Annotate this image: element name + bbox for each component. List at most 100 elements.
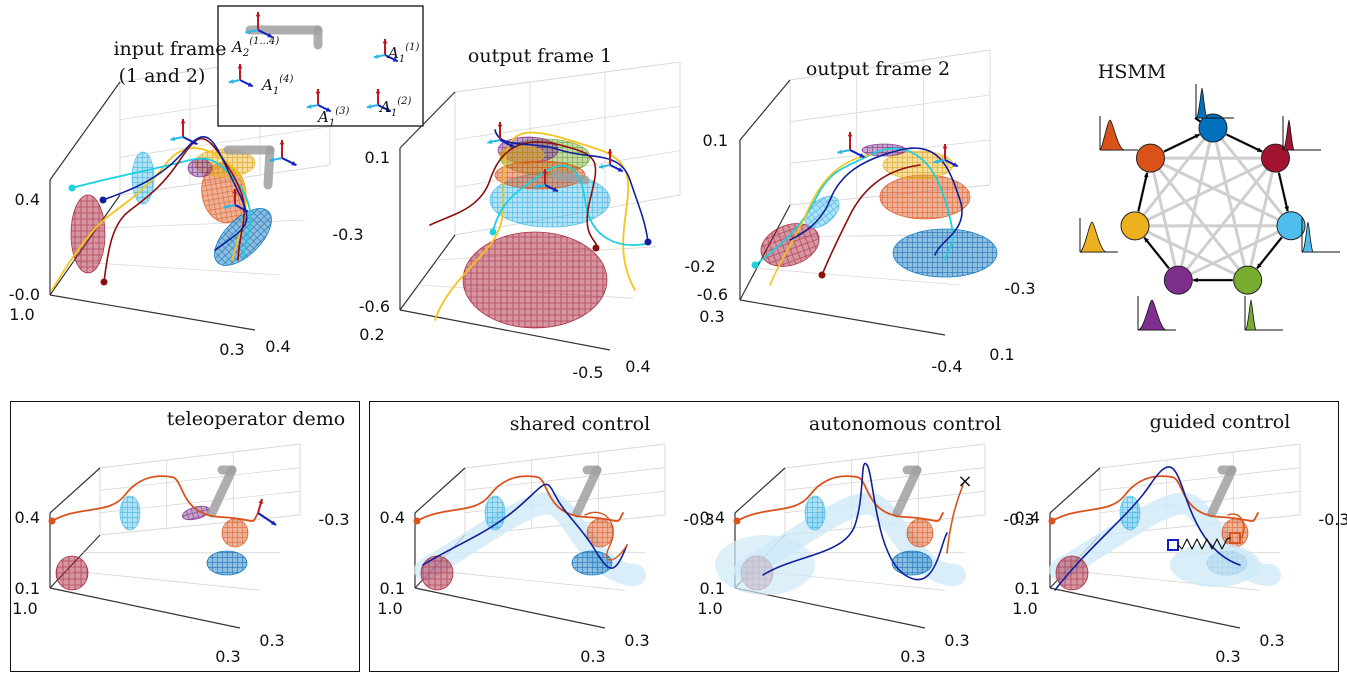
panel-autonomous-axes-axis <box>734 467 786 514</box>
input-gaussian-purple <box>187 158 213 178</box>
out2-frame-z-head <box>847 132 853 137</box>
panel-guided-axes-grid <box>1066 569 1261 591</box>
inset-frame-a1-3-z-head <box>315 89 321 94</box>
out2-axes-grid <box>756 267 961 286</box>
hsmm-duration-pdf <box>1137 299 1167 331</box>
out1-y-bottom: -0.2 <box>684 257 715 276</box>
panel-guided-obstacle <box>1207 465 1237 518</box>
input-title: input frame <box>113 38 226 60</box>
panel-teleop-y-right: 0.3 <box>259 631 284 650</box>
panel-autonomous-gaussian-orange <box>906 518 934 548</box>
input-gaussian-blue <box>214 208 272 266</box>
hsmm-state-node <box>1163 265 1193 295</box>
panel-teleop-axes-axis <box>49 587 241 629</box>
input-frame-x-head <box>242 207 248 212</box>
hsmm-duration-pdf <box>1282 119 1295 151</box>
inset-frame-a2-x-head <box>267 33 273 38</box>
hsmm-state-node <box>1135 143 1165 173</box>
panel-autonomous-axes-grid <box>784 467 986 491</box>
panel-guided-x-left: 1.0 <box>1012 599 1037 618</box>
out2-frame-x-head <box>859 153 865 158</box>
out1-dot <box>644 238 652 246</box>
out2-dot <box>751 261 759 269</box>
panel-autonomous-x-right: 0.3 <box>900 647 925 666</box>
out1-dot <box>592 244 600 252</box>
hsmm-transition <box>1177 157 1277 282</box>
input-start-darkred <box>100 278 108 286</box>
panel-autonomous-obstacle <box>892 465 922 518</box>
hsmm-arrow-head <box>1284 206 1290 212</box>
hsmm-state-node <box>1120 211 1150 241</box>
input-obstacle <box>263 145 275 190</box>
panel-shared-z-top: 0.4 <box>380 508 405 527</box>
panel-shared-axes-grid <box>464 467 666 491</box>
out2-frame-y-head <box>837 149 843 155</box>
inset-label: A1(3) <box>316 106 349 129</box>
hsmm-duration-pdf <box>1301 221 1314 253</box>
inset-frame-a1-2-x-head <box>385 107 391 112</box>
hsmm-transition <box>1246 157 1277 281</box>
hsmm-transition <box>1176 127 1215 281</box>
control-frame-box <box>369 401 1339 672</box>
out2-z-top: 0.1 <box>703 131 728 150</box>
hsmm-arrow <box>1137 172 1149 212</box>
hsmm-duration-pdf <box>1079 221 1107 253</box>
hsmm-transition <box>1133 127 1215 227</box>
hsmm-arrow-head <box>1257 147 1263 152</box>
panel-autonomous-x-left: 1.0 <box>697 599 722 618</box>
inset-frame-a1-2-z-head <box>375 89 381 94</box>
panel-teleop-x-left: 1.0 <box>12 599 37 618</box>
hsmm-arrow-head <box>1144 237 1149 243</box>
hsmm-duration-pdf <box>1099 119 1125 151</box>
inset-label: A2(1...4) <box>230 36 279 59</box>
panel-shared-traj-correction <box>584 511 628 561</box>
panel-shared-gaussian-red <box>420 555 454 591</box>
hsmm-arrow <box>1277 172 1289 212</box>
out2-frame-x-head <box>952 162 958 167</box>
panel-guided-traj-navy <box>1054 466 1241 591</box>
panel-teleop-axes-grid <box>66 569 261 591</box>
panel-guided-start <box>1048 517 1056 525</box>
hsmm-arrow <box>1143 236 1170 269</box>
inset-label: A1(1) <box>386 42 419 65</box>
out2-axes-grid <box>789 94 991 123</box>
out1-frame-x-head <box>552 187 558 192</box>
out1-title: output frame 1 <box>468 45 612 67</box>
input-axes-grid <box>73 261 281 276</box>
input-frame-z-head <box>180 119 186 124</box>
panel-shared-axes-axis <box>414 467 466 514</box>
out1-frame-y-head <box>598 164 604 169</box>
panel-autonomous-gaussian-cyan <box>804 495 826 531</box>
hsmm-arrow <box>1163 133 1200 153</box>
inset-frame-a1-1-x-head <box>392 57 398 62</box>
inset-label: A1(4) <box>260 74 293 97</box>
out1-traj-darkred <box>429 141 598 249</box>
panel-teleop-axes-edge <box>99 443 301 469</box>
teleop-title: teleoperator demo <box>167 408 346 430</box>
out2-y-right: 0.1 <box>989 345 1014 364</box>
hsmm-transition <box>1134 156 1277 228</box>
panel-autonomous-gaussian-blue <box>891 550 933 576</box>
panel-teleop-ee-frame-head <box>258 499 264 504</box>
out2-frame-z-head <box>942 144 948 149</box>
panel-autonomous-y-right: 0.3 <box>944 631 969 650</box>
teleop-frame-box <box>10 401 360 672</box>
input-x-left: 1.0 <box>9 305 34 324</box>
hsmm-arrow <box>1256 236 1283 269</box>
panel-guided-z-top: 0.4 <box>1015 508 1040 527</box>
panel-autonomous-goal-marker: × <box>957 471 972 492</box>
hsmm-transition <box>1177 224 1292 282</box>
panel-autonomous-traj-navy <box>762 462 948 581</box>
inset-label: A1(2) <box>378 96 411 119</box>
inset-frame-a1-4-x-head <box>247 82 253 87</box>
panel-guided-axes-grid <box>1099 467 1301 491</box>
panel-teleop-gaussian-red <box>55 555 89 591</box>
panel-guided-uncertainty-region <box>1170 543 1260 587</box>
out2-z-bottom: -0.6 <box>697 285 728 304</box>
input-frame-x-head <box>192 140 198 145</box>
panel-shared-axes-grid <box>431 569 626 591</box>
panel-teleop-gaussian-orange <box>221 518 249 548</box>
hsmm-state-node <box>1198 113 1228 143</box>
panel-shared-traj-orange <box>416 475 624 522</box>
input-frame-x-head <box>291 161 297 166</box>
